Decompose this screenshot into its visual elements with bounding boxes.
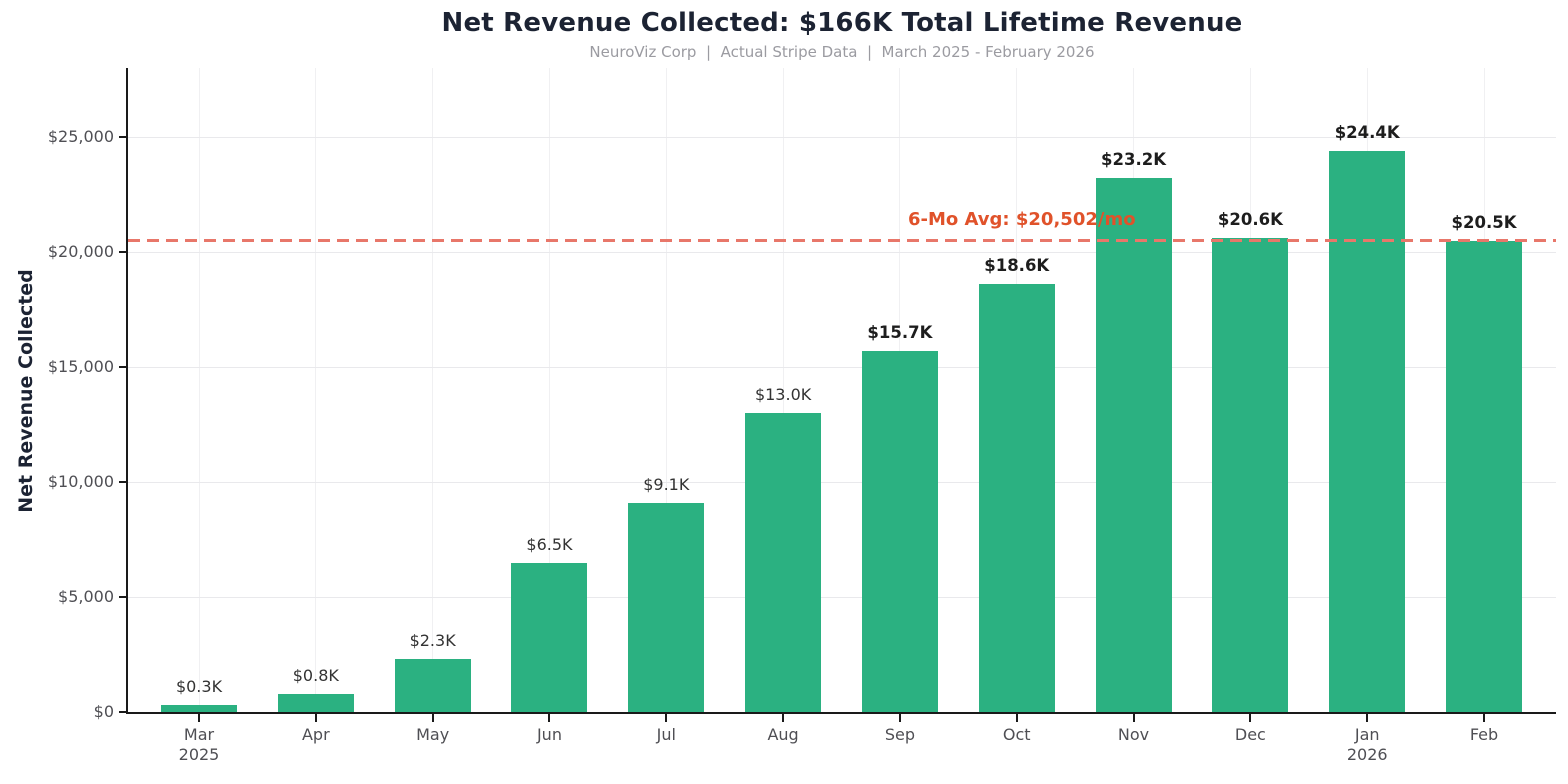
- x-tick-label: Aug: [767, 725, 799, 744]
- y-tick-label: $20,000: [47, 242, 114, 261]
- horizontal-gridline: [128, 481, 1556, 483]
- x-tick-mark: [1132, 714, 1135, 722]
- chart-subtitle: NeuroViz Corp | Actual Stripe Data | Mar…: [589, 43, 1095, 61]
- x-tick-mark: [431, 714, 434, 722]
- horizontal-gridline: [128, 596, 1556, 598]
- vertical-gridline: [198, 68, 200, 712]
- vertical-gridline: [315, 68, 317, 712]
- vertical-gridline: [665, 68, 667, 712]
- x-tick-label: Oct: [1002, 725, 1031, 744]
- y-tick-mark: [119, 366, 127, 368]
- six-month-average-line: [128, 238, 1556, 242]
- bar-value-label: $6.5K: [526, 534, 573, 554]
- x-tick-label: Jan 2026: [1346, 725, 1388, 764]
- chart-title: Net Revenue Collected: $166K Total Lifet…: [441, 8, 1243, 38]
- bar-value-label: $20.6K: [1217, 210, 1283, 230]
- bar-dec: [1212, 238, 1289, 712]
- bar-value-label: $0.8K: [292, 665, 339, 685]
- vertical-gridline: [782, 68, 784, 712]
- six-month-average-annotation: 6-Mo Avg: $20,502/mo: [907, 209, 1136, 231]
- x-tick-mark: [665, 714, 668, 722]
- vertical-gridline: [432, 68, 434, 712]
- bar-sep: [861, 350, 938, 712]
- x-tick-label: Apr: [301, 725, 330, 744]
- bar-value-label: $15.7K: [867, 322, 933, 342]
- y-tick-mark: [119, 251, 127, 253]
- x-tick-label: Jul: [656, 725, 676, 744]
- x-tick-mark: [898, 714, 901, 722]
- y-tick-label: $10,000: [47, 472, 114, 491]
- x-tick-label: Sep: [884, 725, 915, 744]
- x-tick-mark: [1483, 714, 1486, 722]
- x-axis-spine: [126, 712, 1556, 714]
- y-tick-mark: [119, 711, 127, 713]
- bar-jun: [511, 562, 588, 712]
- x-tick-label: May: [416, 725, 450, 744]
- vertical-gridline: [548, 68, 550, 712]
- x-tick-mark: [1015, 714, 1018, 722]
- x-tick-label: Feb: [1469, 725, 1499, 744]
- y-tick-label: $15,000: [47, 357, 114, 376]
- y-tick-label: $0: [93, 702, 114, 721]
- y-tick-label: $25,000: [47, 127, 114, 146]
- x-tick-mark: [1366, 714, 1369, 722]
- horizontal-gridline: [128, 136, 1556, 138]
- bar-value-label: $0.3K: [175, 677, 223, 697]
- horizontal-gridline: [128, 366, 1556, 368]
- x-tick-mark: [548, 714, 551, 722]
- x-tick-label: Jun: [536, 725, 562, 744]
- y-tick-mark: [119, 136, 127, 138]
- x-tick-label: Mar 2025: [178, 725, 220, 764]
- bar-may: [394, 659, 471, 712]
- x-tick-label: Nov: [1117, 725, 1150, 744]
- x-tick-mark: [1249, 714, 1252, 722]
- bar-jul: [628, 502, 705, 712]
- x-tick-mark: [198, 714, 200, 722]
- bar-value-label: $9.1K: [643, 474, 690, 494]
- bar-value-label: $2.3K: [409, 631, 456, 651]
- bar-jan: [1329, 150, 1406, 712]
- bar-value-label: $20.5K: [1451, 212, 1517, 232]
- horizontal-gridline: [128, 251, 1556, 253]
- bar-feb: [1446, 240, 1523, 712]
- y-tick-mark: [119, 596, 127, 598]
- bar-mar: [161, 705, 237, 712]
- bar-aug: [745, 413, 822, 712]
- y-axis-spine: [126, 68, 128, 714]
- bar-value-label: $18.6K: [984, 256, 1050, 276]
- bar-apr: [277, 693, 354, 712]
- y-tick-mark: [119, 481, 127, 483]
- bar-oct: [978, 284, 1055, 712]
- y-tick-label: $5,000: [58, 587, 114, 606]
- x-tick-mark: [314, 714, 317, 722]
- bar-value-label: $24.4K: [1334, 122, 1400, 142]
- bar-value-label: $13.0K: [754, 385, 812, 404]
- x-tick-label: Dec: [1234, 725, 1266, 744]
- bar-value-label: $23.2K: [1101, 150, 1167, 170]
- x-tick-mark: [782, 714, 785, 722]
- bar-nov: [1095, 178, 1172, 712]
